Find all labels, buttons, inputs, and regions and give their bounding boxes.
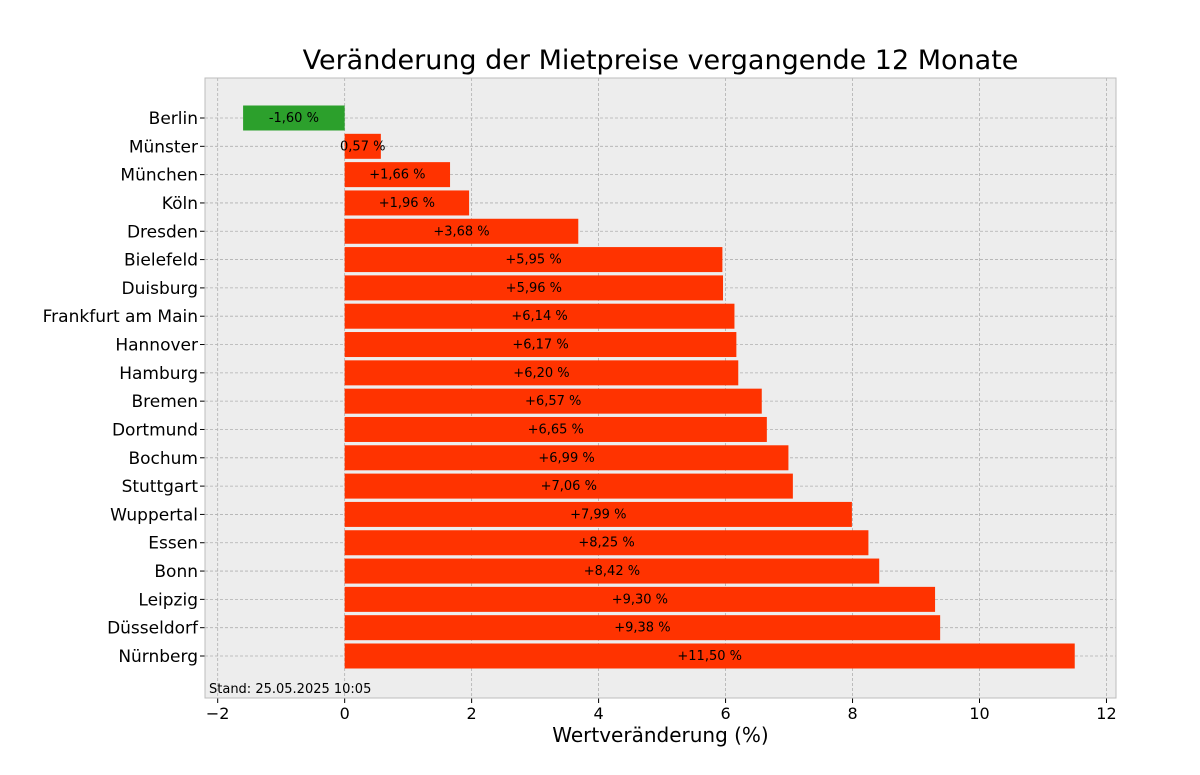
bar: [344, 247, 723, 273]
y-tick-label: Essen: [148, 534, 198, 554]
bar-value-label: +6,99 %: [538, 451, 594, 466]
y-tick-label: Bochum: [128, 449, 198, 469]
chart-title: Veränderung der Mietpreise vergangende 1…: [303, 45, 1019, 76]
y-tick-label: Stuttgart: [122, 477, 199, 497]
bar: [344, 558, 880, 584]
y-tick-label: Köln: [162, 194, 198, 214]
bar-value-label: -1,60 %: [269, 111, 319, 126]
y-tick-label: Leipzig: [138, 590, 198, 610]
y-tick-label: Dresden: [127, 222, 198, 242]
bar-value-label: +5,95 %: [505, 253, 561, 268]
bar: [344, 303, 735, 329]
bar-value-label: +7,99 %: [570, 507, 626, 522]
x-tick-label: 6: [720, 704, 730, 723]
bar: [344, 190, 470, 216]
bar-value-label: +1,66 %: [369, 168, 425, 183]
bar: [344, 133, 381, 159]
x-axis-label: Wertveränderung (%): [552, 723, 769, 747]
plot-frame: [204, 77, 1117, 699]
x-tick-label: 8: [847, 704, 857, 723]
bar-value-label: +8,25 %: [578, 536, 634, 551]
bar-value-label: +6,57 %: [525, 394, 581, 409]
x-tick-label: 12: [1096, 704, 1116, 723]
y-tick-label: Münster: [129, 137, 198, 157]
timestamp-annotation: Stand: 25.05.2025 10:05: [209, 682, 371, 697]
bar-value-label: +1,96 %: [379, 196, 435, 211]
bar: [243, 105, 345, 131]
y-tick-label: Berlin: [149, 109, 198, 129]
bar: [344, 501, 852, 527]
bar: [344, 388, 762, 414]
y-tick-label: Düsseldorf: [107, 619, 199, 639]
bar: [344, 586, 936, 612]
bar: [344, 615, 941, 641]
bar: [344, 530, 869, 556]
bar-value-label: +9,30 %: [612, 592, 668, 607]
bar: [344, 643, 1075, 669]
bar-value-label: +6,65 %: [528, 422, 584, 437]
y-tick-label: Wuppertal: [110, 505, 198, 525]
bar: [344, 162, 451, 188]
bar-value-label: +7,06 %: [541, 479, 597, 494]
x-tick-label: 2: [467, 704, 477, 723]
x-tick-label: 0: [340, 704, 350, 723]
bar-value-label: 0,57 %: [340, 139, 385, 154]
y-tick-label: Frankfurt am Main: [43, 307, 198, 327]
y-tick-label: Hannover: [115, 336, 198, 356]
bar-value-label: +9,38 %: [614, 621, 670, 636]
bar-value-label: +6,14 %: [511, 309, 567, 324]
y-tick-label: Duisburg: [122, 279, 199, 299]
y-tick-label: Bremen: [131, 392, 198, 412]
bars: [243, 105, 1075, 669]
bar-value-label: +6,20 %: [513, 366, 569, 381]
y-tick-label: Hamburg: [119, 364, 198, 384]
bar: [344, 360, 739, 386]
bar-value-label: +11,50 %: [677, 649, 742, 664]
y-axis-labels: Berlin Münster München Köln Dresden Bielefeld…: [43, 109, 205, 667]
x-tick-label: −2: [206, 704, 230, 723]
bar: [344, 275, 724, 301]
bar: [344, 416, 767, 442]
bar-value-label: +5,96 %: [506, 281, 562, 296]
bar-value-label: +8,42 %: [584, 564, 640, 579]
y-tick-label: Bielefeld: [124, 251, 198, 271]
x-tick-label: 4: [594, 704, 604, 723]
y-tick-label: Dortmund: [112, 420, 198, 440]
x-tick-label: 10: [969, 704, 989, 723]
bar-value-label: +6,17 %: [512, 338, 568, 353]
bar: [344, 218, 579, 244]
bar-value-label: +3,68 %: [433, 224, 489, 239]
bar: [344, 332, 737, 358]
bar: [344, 445, 789, 471]
y-tick-label: Nürnberg: [118, 647, 198, 667]
x-axis-ticks: −2 0 2 4 6 8 10 12: [206, 698, 1117, 723]
bar: [344, 473, 793, 499]
y-tick-label: München: [120, 166, 198, 186]
y-tick-label: Bonn: [154, 562, 198, 582]
value-labels: -1,60 % 0,57 % +1,66 % +1,96 % +3,68 % +5,95 …: [269, 111, 742, 664]
